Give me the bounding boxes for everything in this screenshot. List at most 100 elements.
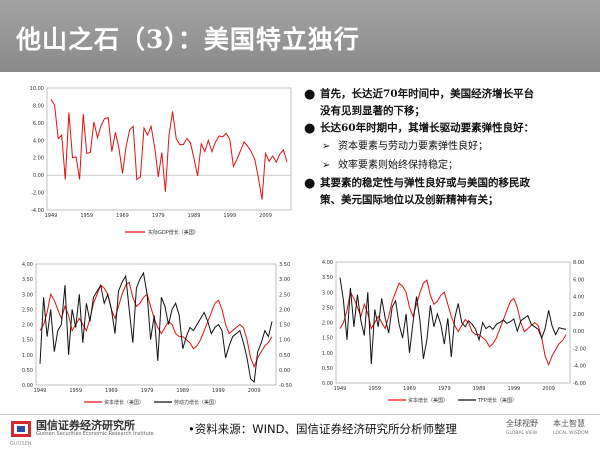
x-tick-label: 1979 [438,386,451,392]
y-tick-label: 3.50 [322,275,333,281]
bullet-text: 首先，长达近70年时间中，美国经济增长平台 [320,88,535,100]
legend-label: 实际GDP增长（美国） [148,229,199,236]
org-brand: GUOSEN [10,441,32,447]
legend-label: TFP增长（美国） [477,397,517,404]
x-tick-label: 1949 [334,386,347,392]
y2-tick-label: -6.00 [573,381,586,387]
y2-tick-label: 1.00 [279,338,290,344]
y2-tick-label: 8.00 [573,260,584,266]
title-bar: 他山之石（3）：美国特立独行 [0,0,600,72]
bullet-list: ● 首先，长达近70年时间中，美国经济增长平台 没有见到显著的下移； ● 长达60年时期… [304,86,596,209]
y-tick-label: 1.50 [322,336,333,342]
bullet-item: 策、美元国际地位以及创新精神有关； [304,192,596,209]
x-tick-label: 1979 [141,388,154,394]
x-tick-label: 1969 [105,388,118,394]
y-tick-label: 0.50 [322,366,333,372]
y-tick-label: 4.00 [322,260,333,266]
y-tick-label: 1.00 [22,353,33,359]
y-tick-label: 8.00 [33,103,44,109]
x-tick-label: 2009 [248,388,261,394]
y2-tick-label: 2.50 [279,292,290,298]
bullet-text: 长达60年时期中，其增长驱动要素弹性良好： [320,122,535,134]
plot-frame [335,261,571,384]
bullet-dot-icon: ● [304,87,316,102]
x-tick-label: 1969 [116,213,129,219]
x-tick-label: 1949 [45,213,58,219]
capital-tfp-chart: 4.00 3.50 3.00 2.50 2.00 1.50 1.00 0.50 0.00 8.00… [314,256,598,410]
x-tick-label: 1959 [69,388,82,394]
series-line-1 [39,271,273,383]
y-tick-label: 3.50 [22,277,33,283]
y2-tick-label: 3.00 [279,277,290,283]
bullet-item: ● 长达60年时期中，其增长驱动要素弹性良好： [304,120,596,137]
y-tick-label: -2.00 [31,191,44,197]
y-tick-label: 2.50 [22,307,33,313]
capital-labor-chart: 4.00 3.50 3.00 2.50 2.00 1.50 1.00 0.50 0.00 3.50… [14,258,304,410]
y-tick-label: 1.50 [22,338,33,344]
y2-tick-label: 0.00 [573,329,584,335]
y2-tick-label: 2.00 [279,307,290,313]
y-tick-label: 2.50 [322,305,333,311]
x-tick-label: 1949 [34,388,47,394]
legend-label: 劳动力增长（美国） [174,399,219,406]
x-tick-label: 1989 [176,388,189,394]
y-tick-label: 10.00 [30,86,44,92]
org-name-en: Guosen Securities Economic Research Inst… [36,431,154,437]
slogan-global: 全球视野 [506,419,538,428]
arrow-right-icon: ➢ [322,141,331,152]
y2-tick-label: 0.50 [279,353,290,359]
plot-frame [46,87,292,211]
x-tick-label: 1989 [188,213,201,219]
legend-label: 资本增长（美国） [408,397,448,404]
x-tick-label: 1999 [223,213,236,219]
bullet-text: 策、美元国际地位以及创新精神有关； [320,194,499,206]
y2-tick-label: 6.00 [573,277,584,283]
bullet-item: ● 其要素的稳定性与弹性良好或与美国的移民政 [304,175,596,192]
y2-tick-label: 2.00 [573,312,584,318]
x-tick-label: 1959 [368,386,381,392]
plot-frame [35,263,277,386]
slogan-global-en: GLOBAL VIEW [506,431,538,436]
y2-tick-label: -2.00 [573,346,586,352]
x-tick-label: 1999 [212,388,225,394]
y-tick-label: -4.00 [31,208,44,214]
x-tick-label: 1969 [403,386,416,392]
source-note: •资料来源：WIND、国信证券经济研究所分析师整理 [188,422,458,436]
legend-label: 资本增长（美国） [104,399,144,406]
sub-bullet-item: ➢ 资本要素与劳动力要素弹性良好； [304,137,596,156]
sub-bullet-item: ➢ 效率要素则始终保持稳定； [304,156,596,175]
y-tick-label: 3.00 [22,292,33,298]
y2-tick-label: -4.00 [573,364,586,370]
bullet-dot-icon: ● [304,176,316,191]
slogan-local: 本土智慧 [553,419,585,428]
bullet-text: 没有见到显著的下移； [320,105,425,117]
y-tick-label: 2.00 [322,321,333,327]
bullet-item: 没有见到显著的下移； [304,103,596,120]
x-tick-label: 1979 [152,213,165,219]
x-tick-label: 1999 [507,386,520,392]
bullet-text: 其要素的稳定性与弹性良好或与美国的移民政 [320,177,530,189]
y-tick-label: 2.00 [33,156,44,162]
y2-tick-label: 3.50 [279,262,290,268]
series-line-0 [50,99,288,200]
bullet-item: ● 首先，长达近70年时间中，美国经济增长平台 [304,86,596,103]
y-tick-label: 6.00 [33,121,44,127]
y2-tick-label: -0.50 [279,383,292,389]
bullet-dot-icon: ● [304,121,316,136]
arrow-right-icon: ➢ [322,160,331,171]
series-line-0 [39,281,273,369]
series-line-0 [339,279,567,367]
x-tick-label: 2009 [259,213,272,219]
y-tick-label: 0.00 [33,173,44,179]
y-tick-label: 4.00 [22,262,33,268]
series-line-1 [339,277,567,365]
y-tick-label: 1.00 [322,351,333,357]
x-tick-label: 2009 [542,386,555,392]
y2-tick-label: 1.50 [279,323,290,329]
y-tick-label: 0.50 [22,368,33,374]
org-name: 国信证券经济研究所 [36,419,135,432]
y-tick-label: 0.00 [322,381,333,387]
x-tick-label: 1989 [473,386,486,392]
footer-divider [0,414,600,415]
